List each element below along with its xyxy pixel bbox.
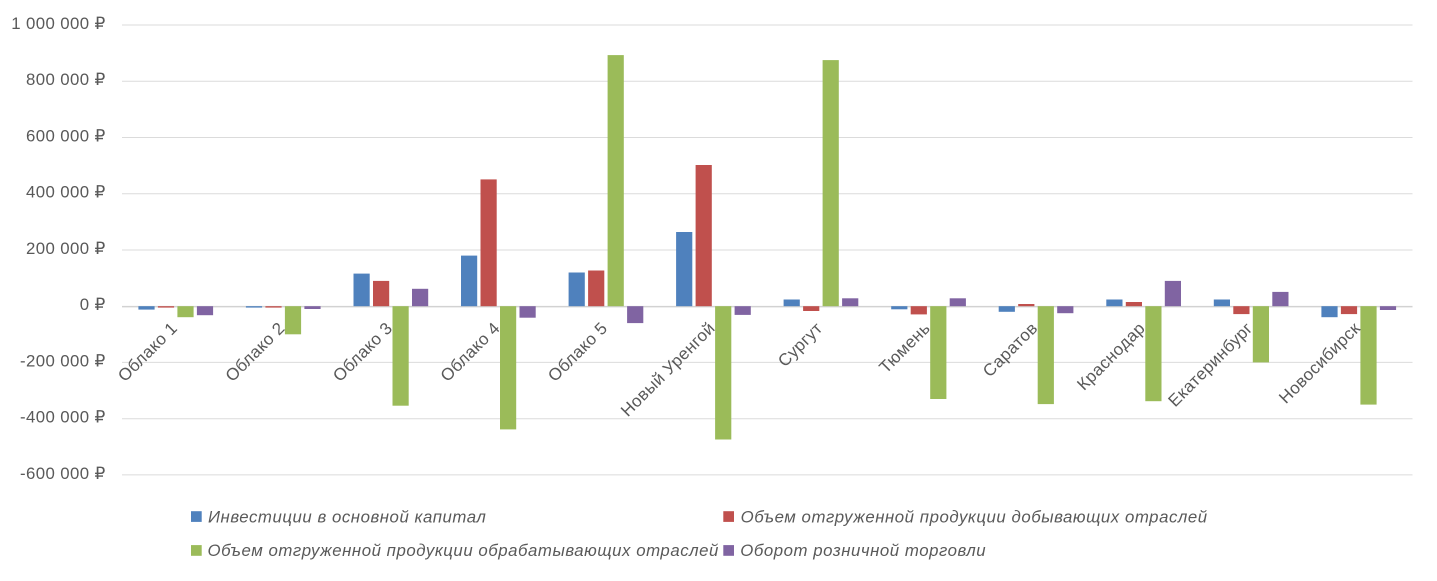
svg-text:Инвестиции в основной капитал: Инвестиции в основной капитал xyxy=(208,507,486,526)
svg-text:800 000 ₽: 800 000 ₽ xyxy=(26,70,106,89)
svg-text:-200 000 ₽: -200 000 ₽ xyxy=(20,351,106,370)
svg-text:Оборот розничной торговли: Оборот розничной торговли xyxy=(740,541,986,560)
svg-text:-400 000 ₽: -400 000 ₽ xyxy=(20,408,106,427)
svg-text:1 000 000 ₽: 1 000 000 ₽ xyxy=(11,14,105,33)
svg-text:-600 000 ₽: -600 000 ₽ xyxy=(20,464,106,483)
svg-text:0 ₽: 0 ₽ xyxy=(80,295,106,314)
svg-text:600 000 ₽: 600 000 ₽ xyxy=(26,127,106,146)
svg-text:400 000 ₽: 400 000 ₽ xyxy=(26,183,106,202)
svg-text:Объем отгруженной продукции до: Объем отгруженной продукции добывающих о… xyxy=(741,507,1208,526)
svg-text:200 000 ₽: 200 000 ₽ xyxy=(26,239,106,258)
svg-text:Объем отгруженной продукции об: Объем отгруженной продукции обрабатывающ… xyxy=(208,541,719,560)
